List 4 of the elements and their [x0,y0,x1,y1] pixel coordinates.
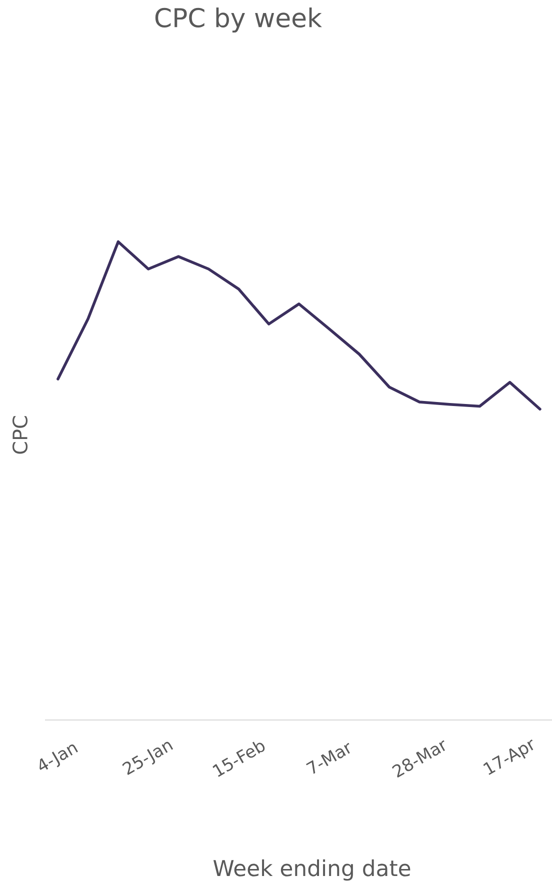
y-axis-title: CPC [12,416,28,454]
x-axis-title: Week ending date [213,859,410,881]
x-tick-label: 4-Jan [40,744,78,770]
chart-title: CPC by week [155,7,322,33]
